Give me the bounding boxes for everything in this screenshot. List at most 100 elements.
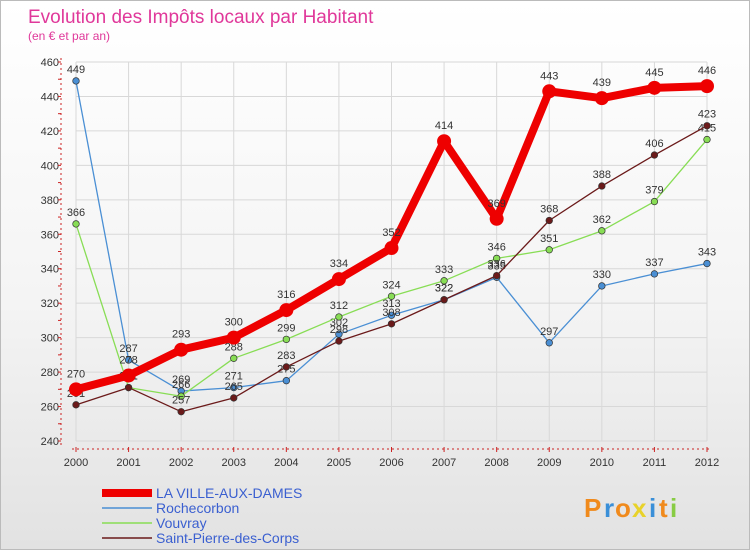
data-point: [650, 197, 659, 206]
x-tick-label: 2003: [222, 457, 246, 469]
x-tick-label: 2012: [695, 457, 719, 469]
data-point: [335, 313, 343, 321]
data-label: 271: [225, 371, 243, 383]
y-tick-label: 340: [41, 264, 59, 276]
y-tick-label: 320: [41, 298, 59, 310]
data-label: 414: [435, 120, 453, 132]
data-point: [335, 337, 343, 345]
logo-letter: r: [604, 493, 614, 523]
x-tick-label: 2001: [116, 457, 140, 469]
data-label: 278: [119, 355, 137, 367]
x-tick-label: 2008: [484, 457, 508, 469]
legend-label: LA VILLE-AUX-DAMES: [156, 485, 302, 501]
data-point: [230, 383, 238, 392]
data-point: [545, 216, 553, 225]
data-label: 316: [277, 289, 295, 301]
y-tick-label: 240: [41, 436, 59, 448]
data-label: 266: [172, 379, 190, 391]
logo-letter: o: [615, 493, 631, 523]
data-point: [594, 91, 609, 106]
data-point: [437, 134, 452, 149]
data-point: [650, 270, 659, 278]
x-tick-label: 2011: [643, 457, 667, 469]
data-point: [387, 311, 396, 319]
data-label: 265: [225, 381, 243, 393]
data-label: 352: [382, 227, 400, 239]
data-label: 312: [330, 300, 348, 312]
data-label: 322: [435, 283, 453, 295]
data-label: 388: [593, 169, 611, 181]
data-point: [72, 77, 80, 85]
data-label: 423: [698, 109, 716, 121]
chart-title: Evolution des Impôts locaux par Habitant: [28, 7, 374, 28]
data-label: 269: [172, 374, 190, 386]
data-point: [282, 377, 290, 385]
data-label: 362: [593, 214, 611, 226]
logo-letter: P: [584, 493, 601, 523]
data-label: 346: [487, 241, 505, 253]
data-point: [703, 135, 711, 144]
logo-letter: i: [670, 493, 677, 523]
x-tick-label: 2009: [537, 457, 561, 469]
legend: LA VILLE-AUX-DAMESRochecorbonVouvraySain…: [102, 485, 302, 546]
data-label: 446: [698, 65, 716, 77]
x-tick-label: 2007: [432, 457, 456, 469]
data-point: [703, 122, 711, 130]
data-point: [177, 408, 185, 416]
data-point: [647, 80, 662, 95]
data-point: [493, 254, 501, 263]
data-label: 257: [172, 395, 190, 407]
data-point: [703, 259, 711, 268]
data-point: [72, 401, 80, 409]
data-point: [69, 382, 83, 397]
data-label: 287: [119, 343, 137, 355]
data-label: 299: [277, 322, 295, 334]
data-label: 330: [593, 269, 611, 281]
data-point: [331, 272, 346, 287]
logo-letter: t: [659, 493, 668, 523]
data-label: 369: [487, 198, 505, 210]
x-tick-label: 2005: [327, 457, 351, 469]
data-label: 343: [698, 247, 716, 259]
data-label: 297: [540, 326, 558, 338]
data-point: [282, 335, 290, 344]
data-label: 379: [645, 185, 663, 197]
data-point: [384, 241, 399, 256]
data-point: [545, 246, 553, 254]
data-label: 368: [540, 203, 558, 215]
data-label: 335: [487, 260, 505, 272]
series-la-ville-aux-dames: 270 278 293 300 316 334 352 414 369 443 439 445 446: [67, 65, 716, 397]
data-point: [121, 368, 136, 383]
data-point: [598, 182, 606, 190]
legend-label: Saint-Pierre-des-Corps: [156, 530, 299, 546]
legend-label: Rochecorbon: [156, 500, 239, 516]
data-label: 336: [487, 259, 505, 271]
y-tick-label: 400: [41, 160, 59, 172]
logo-letter: i: [649, 493, 656, 523]
data-label: 445: [645, 67, 663, 79]
logo-letter: x: [632, 493, 647, 523]
y-tick-label: 380: [41, 195, 59, 207]
data-label: 406: [645, 138, 663, 150]
y-tick-label: 440: [41, 91, 59, 103]
data-point: [387, 320, 396, 328]
data-point: [387, 292, 396, 300]
x-tick-label: 2010: [590, 457, 614, 469]
data-label: 337: [645, 257, 663, 269]
axes: 240 260 280 300 320 340 360 380 400 420 440 460 2000…: [41, 57, 720, 469]
data-label: 302: [330, 317, 348, 329]
x-tick-label: 2002: [169, 457, 193, 469]
data-label: 324: [382, 279, 400, 291]
data-label: 283: [277, 350, 295, 362]
data-point: [542, 84, 557, 99]
y-tick-label: 300: [41, 333, 59, 345]
data-point: [440, 296, 448, 304]
y-tick-label: 280: [41, 367, 59, 379]
data-point: [72, 220, 80, 228]
data-point: [489, 211, 504, 226]
y-tick-label: 260: [41, 402, 59, 414]
data-point: [282, 363, 290, 371]
